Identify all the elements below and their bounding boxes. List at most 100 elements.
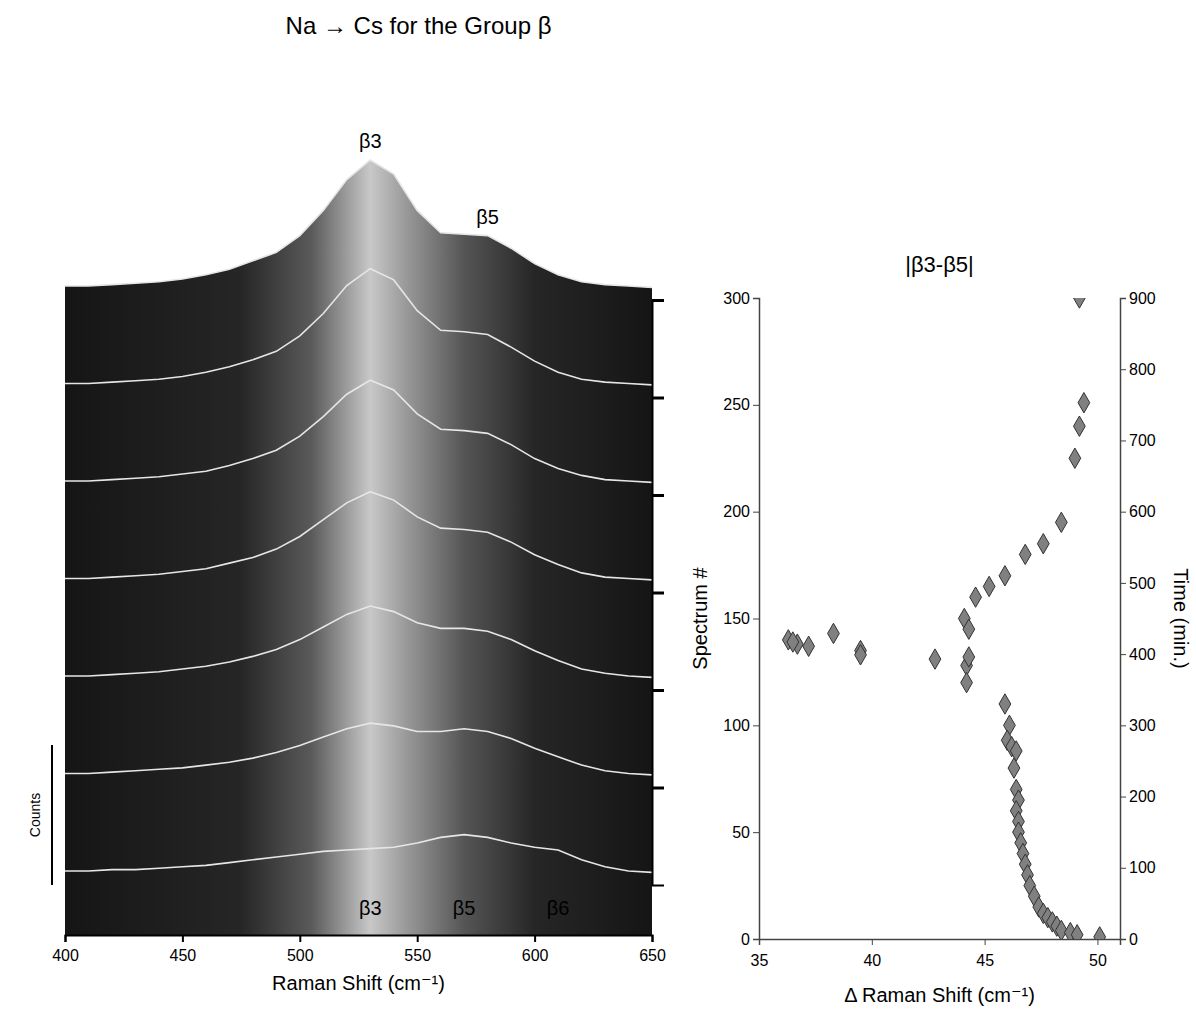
tick-label: 50 (732, 824, 750, 841)
spectrum-line (65, 723, 652, 775)
tick-label: 100 (1129, 859, 1156, 876)
spectrum-surface (65, 723, 652, 935)
tick-label: 500 (287, 947, 314, 964)
x-axis: 400450500550600650 (52, 935, 666, 964)
x-axis: 35 40 45 50 (751, 939, 1121, 969)
tick-mark (753, 512, 759, 513)
point (963, 619, 975, 639)
background (0, 0, 1196, 1025)
axis-line (753, 299, 760, 940)
tick-label: 40 (863, 952, 881, 969)
tick (652, 593, 664, 594)
spectrum-line (65, 606, 652, 677)
tick-mark (652, 592, 664, 595)
tick-label: 45 (976, 952, 994, 969)
point (1071, 925, 1083, 939)
tick: 550 (404, 935, 431, 964)
spectrum-surface (65, 835, 652, 935)
tick-label: 700 (1129, 432, 1156, 449)
tick: 300 (1120, 717, 1156, 734)
peak-label: β5 (476, 206, 499, 228)
tick-mark (753, 298, 759, 299)
tick-mark (753, 725, 759, 726)
peak-label: β3 (359, 897, 382, 919)
point (1037, 534, 1049, 554)
tick (652, 788, 664, 789)
tick-label: 450 (170, 947, 197, 964)
tick-mark (753, 405, 759, 406)
tick-mark (1120, 440, 1126, 441)
tick-label: 300 (723, 290, 750, 307)
tick-label: 50 (1089, 952, 1107, 969)
tick-mark (1120, 797, 1126, 798)
tick: 200 (723, 503, 759, 520)
point (999, 694, 1011, 714)
axis-line (760, 940, 1121, 946)
point (929, 649, 941, 669)
tick-mark (1120, 583, 1126, 584)
tick-mark (1120, 512, 1126, 513)
tick: 50 (732, 824, 759, 841)
counts-axis-line (51, 745, 53, 885)
point (855, 645, 867, 665)
tick-mark (1120, 725, 1126, 726)
y2-axis: 0100200300400500600700800900 (1120, 290, 1156, 948)
point (983, 576, 995, 596)
spectrum-line (65, 835, 652, 873)
spectrum-axis (652, 301, 664, 886)
spectrum-surface (65, 380, 652, 935)
spectrum-line (65, 380, 652, 482)
tick-mark (534, 935, 536, 942)
x-axis-title: Raman Shift (cm⁻¹) (272, 972, 445, 994)
tick-mark (652, 299, 664, 302)
spectrum-line (65, 492, 652, 580)
tick-mark (1097, 939, 1098, 945)
tick-mark (652, 494, 664, 497)
point (1055, 512, 1067, 532)
tick-mark (652, 935, 654, 942)
tick-label: 550 (404, 947, 431, 964)
tick-mark (1120, 298, 1126, 299)
tick-label: 200 (1129, 788, 1156, 805)
point (1074, 416, 1086, 436)
tick: 650 (639, 935, 666, 964)
tick: 35 (751, 939, 769, 969)
tick-mark (872, 939, 873, 945)
tick: 50 (1089, 939, 1107, 969)
spectrum-surface (65, 492, 652, 935)
tick: 400 (1120, 646, 1156, 663)
tick-mark (753, 939, 759, 940)
tick-label: 100 (723, 717, 750, 734)
plot-area (65, 160, 652, 935)
tick: 600 (522, 935, 549, 964)
tick-mark (753, 832, 759, 833)
x-axis-title: Δ Raman Shift (cm⁻¹) (844, 984, 1035, 1006)
figure: 400450500550600650Raman Shift (cm⁻¹)Coun… (0, 0, 1196, 1025)
tick-label: 600 (522, 947, 549, 964)
point (1008, 758, 1020, 778)
tick-label: 800 (1129, 361, 1156, 378)
tick-mark (652, 787, 664, 790)
tick-label: 600 (1129, 503, 1156, 520)
peak-label: β5 (453, 897, 476, 919)
tick: 500 (287, 935, 314, 964)
tick: 250 (723, 396, 759, 413)
tick: 300 (723, 290, 759, 307)
peak-label: β3 (359, 130, 382, 152)
tick-mark (652, 397, 664, 400)
tick: 800 (1120, 361, 1156, 378)
plot-area (782, 298, 1105, 939)
axis-line (66, 936, 653, 943)
tick: 40 (863, 939, 881, 969)
tick-mark (1120, 369, 1126, 370)
counts-title: Counts (27, 793, 43, 837)
tick-mark (652, 689, 664, 692)
tick: 0 (741, 931, 759, 948)
point (1094, 927, 1106, 939)
tick-mark (65, 935, 67, 942)
tick: 150 (723, 610, 759, 627)
point (961, 672, 973, 692)
point (828, 623, 840, 643)
y-axis-title: Spectrum # (689, 566, 711, 669)
tick-mark (182, 935, 184, 942)
